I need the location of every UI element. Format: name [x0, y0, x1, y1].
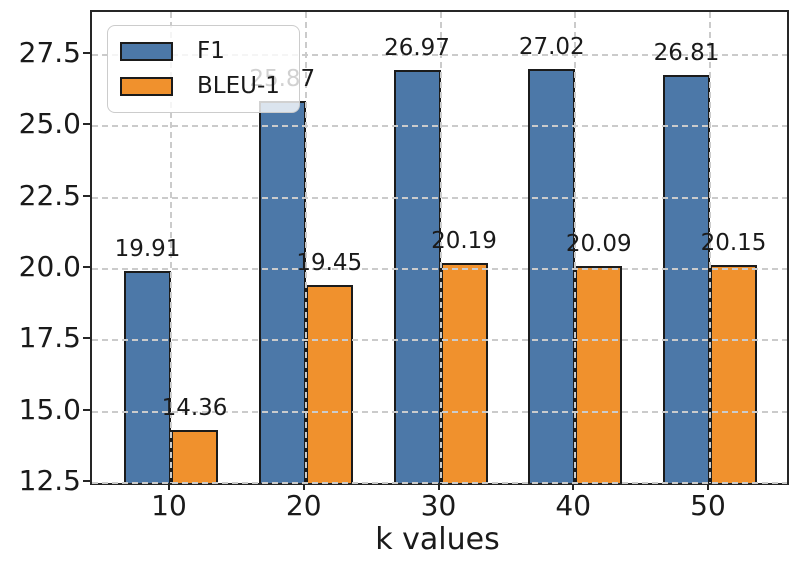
bleu1-color-swatch — [120, 77, 173, 96]
ytick-mark-27.5 — [83, 51, 90, 54]
bar-value-label-bleu-1-k40: 20.09 — [565, 231, 632, 258]
f1-color-swatch — [120, 42, 173, 61]
bar-value-label-f1-k10: 19.91 — [114, 236, 181, 263]
bar-value-label-bleu-1-k30: 20.19 — [431, 228, 497, 255]
bar-f1-k30 — [393, 69, 441, 483]
ytick-mark-17.5 — [83, 337, 90, 340]
ytick-label-12.5: 12.5 — [18, 464, 81, 497]
legend-label-bleu1: BLEU-1 — [197, 73, 280, 99]
bar-f1-k20 — [258, 101, 306, 483]
xtick-label-20: 20 — [285, 489, 322, 522]
ytick-label-15.0: 15.0 — [18, 392, 81, 426]
ytick-mark-25.0 — [83, 123, 90, 126]
xtick-label-30: 30 — [420, 489, 457, 522]
ytick-mark-20.0 — [83, 265, 90, 268]
x-axis-title: k values — [375, 522, 500, 557]
xtick-mark-20 — [302, 483, 305, 490]
bar-value-label-bleu-1-k50: 20.15 — [700, 229, 767, 256]
plot-area: 19.9125.8726.9727.0226.8114.3619.4520.19… — [90, 10, 789, 485]
legend-label-f1: F1 — [197, 38, 225, 64]
bar-bleu-1-k30 — [440, 263, 488, 483]
legend-entry-bleu1: BLEU-1 — [120, 75, 287, 98]
xtick-label-10: 10 — [151, 489, 187, 522]
bar-f1-k50 — [663, 74, 710, 483]
legend: F1 BLEU-1 — [107, 25, 300, 113]
bar-value-label-f1-k40: 27.02 — [518, 33, 585, 60]
legend-entry-f1: F1 — [120, 40, 287, 63]
ytick-mark-15.0 — [83, 408, 90, 411]
bar-f1-k40 — [528, 68, 576, 483]
ytick-label-27.5: 27.5 — [18, 35, 81, 69]
xtick-mark-50 — [707, 483, 709, 490]
xtick-mark-40 — [572, 483, 575, 490]
bar-value-label-f1-k30: 26.97 — [384, 34, 450, 61]
ytick-mark-22.5 — [83, 194, 90, 197]
xtick-mark-30 — [437, 483, 440, 490]
bar-bleu-1-k50 — [710, 264, 757, 483]
bar-value-label-bleu-1-k20: 19.45 — [296, 249, 363, 276]
xtick-label-50: 50 — [690, 489, 726, 522]
xtick-label-40: 40 — [555, 489, 592, 522]
bar-bleu-1-k40 — [575, 266, 623, 483]
xtick-mark-10 — [168, 483, 170, 490]
ytick-mark-12.5 — [83, 480, 90, 482]
bar-value-label-f1-k50: 26.81 — [653, 39, 720, 66]
ytick-label-17.5: 17.5 — [18, 321, 81, 355]
bar-bleu-1-k20 — [305, 284, 353, 483]
ytick-label-25.0: 25.0 — [18, 107, 81, 141]
bar-f1-k10 — [124, 271, 171, 483]
ytick-label-20.0: 20.0 — [18, 249, 81, 283]
bar-value-label-bleu-1-k10: 14.36 — [161, 394, 228, 421]
ytick-label-22.5: 22.5 — [18, 178, 81, 212]
bar-bleu-1-k10 — [171, 429, 218, 483]
